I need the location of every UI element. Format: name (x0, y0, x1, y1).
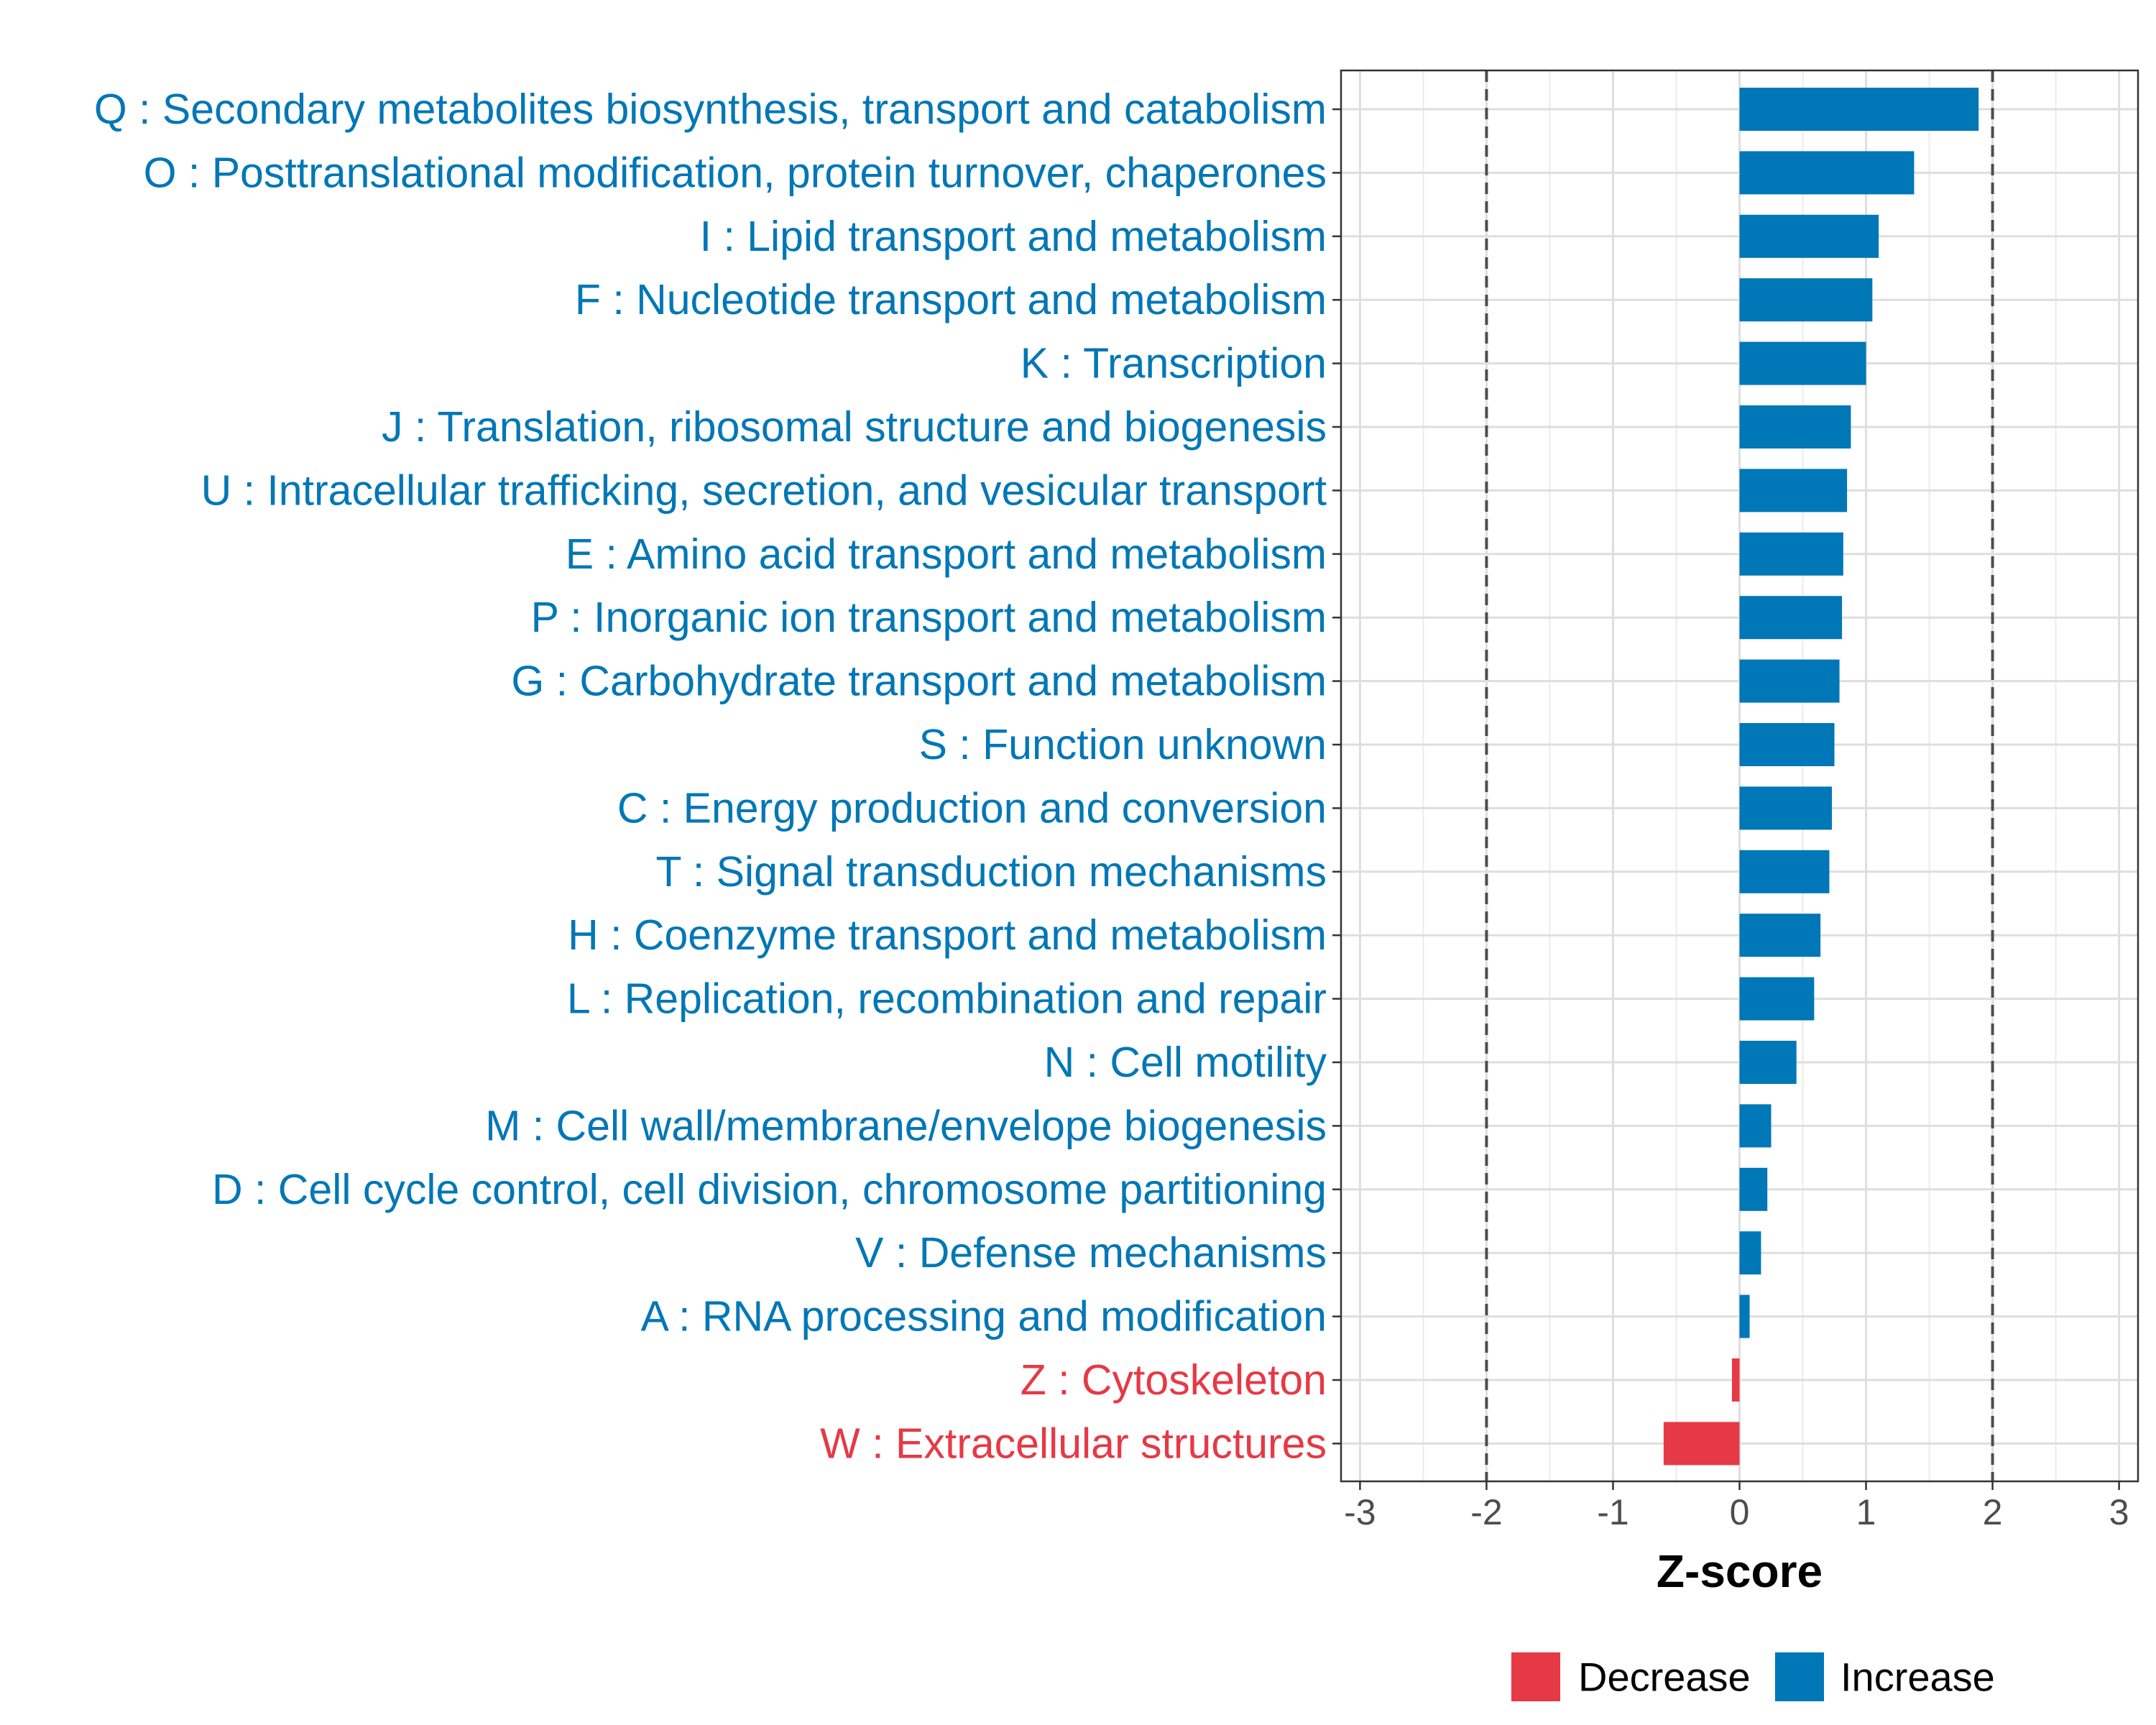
y-axis-ticks (1332, 108, 1341, 1445)
bar (1731, 1358, 1740, 1402)
category-label: K : Transcription (1021, 340, 1327, 387)
category-label: O : Posttranslational modification, prot… (144, 149, 1327, 196)
category-label: L : Replication, recombination and repai… (567, 975, 1327, 1023)
category-label: Z : Cytoskeleton (1021, 1356, 1327, 1404)
x-tick-label: 1 (1856, 1492, 1876, 1532)
category-label: M : Cell wall/membrane/envelope biogenes… (485, 1102, 1327, 1149)
bar (1739, 914, 1821, 957)
bar (1739, 278, 1873, 322)
legend-key-decrease (1511, 1652, 1560, 1701)
legend-label-decrease: Decrease (1578, 1655, 1751, 1700)
category-label: N : Cell motility (1044, 1039, 1327, 1086)
bar (1739, 1041, 1797, 1084)
bar (1739, 1231, 1761, 1275)
category-label: F : Nucleotide transport and metabolism (575, 276, 1327, 323)
category-label: E : Amino acid transport and metabolism (566, 530, 1327, 578)
bar (1739, 1104, 1772, 1148)
category-label: D : Cell cycle control, cell division, c… (212, 1166, 1327, 1213)
x-axis-title: Z-score (1657, 1545, 1823, 1597)
bar (1663, 1422, 1740, 1466)
category-label: G : Carbohydrate transport and metabolis… (511, 658, 1327, 705)
category-label: A : RNA processing and modification (641, 1293, 1327, 1340)
bar (1739, 341, 1866, 385)
category-label: P : Inorganic ion transport and metaboli… (531, 594, 1327, 641)
category-label: J : Translation, ribosomal structure and… (382, 403, 1327, 451)
category-label: V : Defense mechanisms (855, 1229, 1327, 1276)
x-tick-label: 2 (1983, 1492, 2003, 1532)
bar (1739, 1167, 1768, 1211)
bar (1739, 596, 1843, 640)
bars (1663, 88, 1979, 1466)
category-label: U : Intracellular trafficking, secretion… (201, 466, 1327, 514)
category-label: S : Function unknown (919, 721, 1327, 768)
bar (1739, 659, 1840, 703)
bar (1739, 977, 1815, 1021)
category-label: Q : Secondary metabolites biosynthesis, … (94, 86, 1327, 133)
bar (1739, 151, 1915, 195)
bar (1739, 850, 1830, 893)
x-tick-label: 0 (1730, 1492, 1750, 1532)
bar (1739, 1294, 1750, 1338)
reference-lines (1485, 70, 1994, 1481)
x-axis-ticks: -3 -2 -1 0 1 2 3 (1344, 1481, 2129, 1532)
bar (1739, 469, 1848, 512)
category-label: H : Coenzyme transport and metabolism (568, 911, 1327, 959)
y-axis-labels: Q : Secondary metabolites biosynthesis, … (94, 86, 1327, 1467)
category-label: W : Extracellular structures (820, 1420, 1327, 1467)
x-tick-label: -1 (1597, 1492, 1628, 1532)
category-label: C : Energy production and conversion (617, 784, 1327, 832)
bar (1739, 786, 1833, 830)
legend: Decrease Increase (1511, 1652, 1995, 1701)
category-label: I : Lipid transport and metabolism (700, 213, 1327, 260)
x-tick-label: -2 (1470, 1492, 1502, 1532)
legend-label-increase: Increase (1841, 1655, 1995, 1700)
bar (1739, 723, 1835, 766)
x-tick-label: 3 (2109, 1492, 2129, 1532)
legend-key-increase (1775, 1652, 1824, 1701)
bar (1739, 405, 1851, 448)
bar (1739, 88, 1979, 131)
bar (1739, 214, 1879, 258)
x-tick-label: -3 (1344, 1492, 1376, 1532)
category-label: T : Signal transduction mechanisms (655, 848, 1327, 896)
bar (1739, 532, 1843, 576)
